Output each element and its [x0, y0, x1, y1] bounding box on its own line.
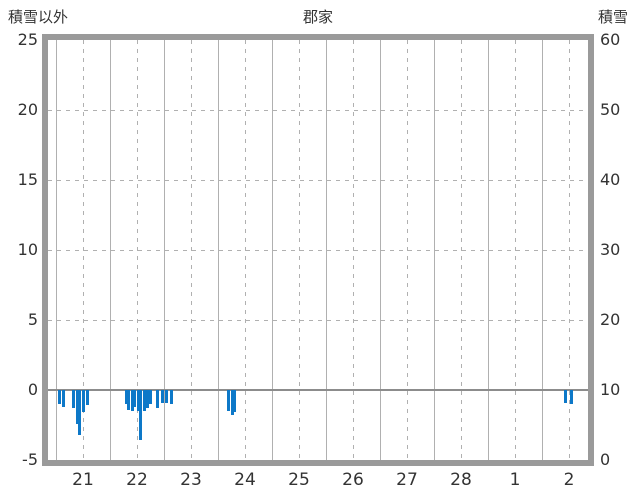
data-bar [78, 390, 82, 435]
data-bar [130, 390, 134, 411]
left-tick-label: 10 [17, 240, 38, 259]
data-bar [563, 390, 567, 403]
data-bar [142, 390, 146, 411]
data-bar [86, 390, 90, 406]
left-tick-label: 0 [27, 380, 38, 399]
x-tick-label: 1 [509, 470, 521, 490]
data-bar [145, 390, 149, 409]
right-tick-label: 10 [600, 380, 621, 399]
data-bar [133, 390, 137, 407]
plot-frame [42, 34, 594, 466]
data-bar [569, 390, 573, 404]
left-tick-label: 5 [27, 310, 38, 329]
data-bar [136, 390, 140, 411]
data-bar [72, 390, 76, 409]
right-tick-label: 20 [600, 310, 621, 329]
left-axis-title: 積雪以外 [8, 8, 69, 26]
data-bar [61, 390, 65, 407]
right-tick-label: 0 [600, 450, 611, 469]
data-bar [124, 390, 128, 404]
left-tick-label: 20 [17, 100, 38, 119]
data-bar [227, 390, 231, 411]
x-tick-label: 25 [288, 470, 310, 490]
plot-area [48, 40, 588, 460]
data-bar [230, 390, 234, 416]
gridline-horizontal [48, 320, 588, 321]
data-bar [75, 390, 79, 424]
x-tick-label: 28 [450, 470, 472, 490]
data-bar [139, 390, 143, 441]
data-bar [233, 390, 237, 413]
right-tick-label: 40 [600, 170, 621, 189]
x-tick-label: 23 [180, 470, 202, 490]
right-tick-label: 30 [600, 240, 621, 259]
data-bar [155, 390, 159, 409]
data-bar [57, 390, 61, 404]
right-tick-label: 60 [600, 30, 621, 49]
x-tick-label: 24 [234, 470, 256, 490]
data-bar [148, 390, 152, 404]
x-tick-label: 26 [342, 470, 364, 490]
gridline-horizontal [48, 110, 588, 111]
chart-title: 郡家 [302, 8, 333, 26]
left-tick-label: 15 [17, 170, 38, 189]
x-tick-label: 22 [126, 470, 148, 490]
zero-line [48, 389, 588, 391]
left-tick-label: 25 [17, 30, 38, 49]
right-tick-label: 50 [600, 100, 621, 119]
right-axis-title: 積雪 [597, 8, 628, 26]
data-bar [169, 390, 173, 404]
data-bar [164, 390, 168, 403]
data-bar [81, 390, 85, 413]
x-tick-label: 27 [396, 470, 418, 490]
data-bar [127, 390, 131, 410]
gridline-horizontal [48, 180, 588, 181]
x-tick-label: 2 [563, 470, 575, 490]
left-tick-label: -5 [22, 450, 38, 469]
gridline-horizontal [48, 250, 588, 251]
data-bar [161, 390, 165, 403]
x-tick-label: 21 [72, 470, 94, 490]
